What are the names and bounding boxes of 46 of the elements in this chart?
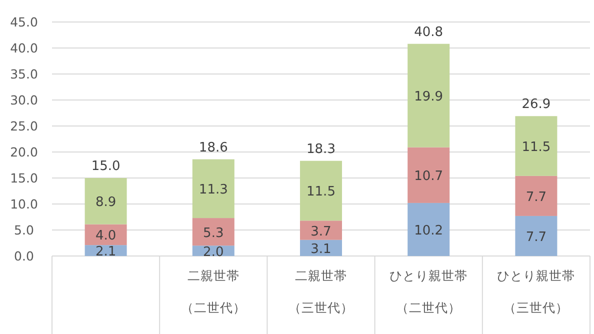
y-tick-label: 35.0 <box>10 66 38 82</box>
category-label: 二親世帯（二世代） <box>180 268 246 315</box>
total-label: 40.8 <box>414 24 444 40</box>
bar <box>408 147 450 203</box>
data-label: 10.7 <box>414 169 444 184</box>
bar <box>192 159 234 218</box>
data-label: 11.5 <box>306 184 336 200</box>
category-label: ひとり親世帯（二世代） <box>390 268 468 315</box>
data-label: 5.3 <box>203 226 224 241</box>
total-label: 26.9 <box>522 97 551 112</box>
bar <box>515 176 558 216</box>
y-tick-label: 10.0 <box>10 196 38 212</box>
data-label: 10.2 <box>414 223 444 238</box>
data-label: 7.7 <box>526 230 547 245</box>
data-label: 4.0 <box>95 228 116 244</box>
bar <box>408 202 450 256</box>
bar <box>84 178 127 224</box>
total-label: 18.3 <box>306 142 336 157</box>
data-label: 11.5 <box>522 140 551 156</box>
y-tick-label: 15.0 <box>10 170 38 186</box>
total-label: 18.6 <box>198 140 228 156</box>
category-label: ひとり親世帯（三世代） <box>497 268 576 315</box>
bar <box>515 216 558 256</box>
data-label: 19.9 <box>414 90 444 105</box>
data-label: 8.9 <box>95 195 116 210</box>
y-tick-label: 0.0 <box>14 248 34 264</box>
bar <box>515 116 558 176</box>
data-label: 11.3 <box>198 182 228 198</box>
y-tick-label: 20.0 <box>10 144 38 160</box>
y-tick-label: 30.0 <box>10 92 38 108</box>
data-label: 3.7 <box>310 224 332 240</box>
category-label: 二親世帯（三世代） <box>288 268 354 315</box>
bar <box>300 220 342 240</box>
data-label: 2.1 <box>95 244 116 260</box>
y-tick-label: 40.0 <box>10 40 38 56</box>
data-label: 2.0 <box>203 244 224 260</box>
data-label: 3.1 <box>310 242 332 257</box>
y-tick-label: 25.0 <box>10 118 38 134</box>
bar <box>300 160 342 221</box>
bar <box>300 240 342 256</box>
bar <box>192 218 234 246</box>
data-label: 7.7 <box>526 190 547 205</box>
y-tick-label: 5.0 <box>14 222 34 238</box>
bar <box>408 44 450 148</box>
total-label: 15.0 <box>91 159 120 174</box>
y-tick-label: 45.0 <box>10 14 38 30</box>
